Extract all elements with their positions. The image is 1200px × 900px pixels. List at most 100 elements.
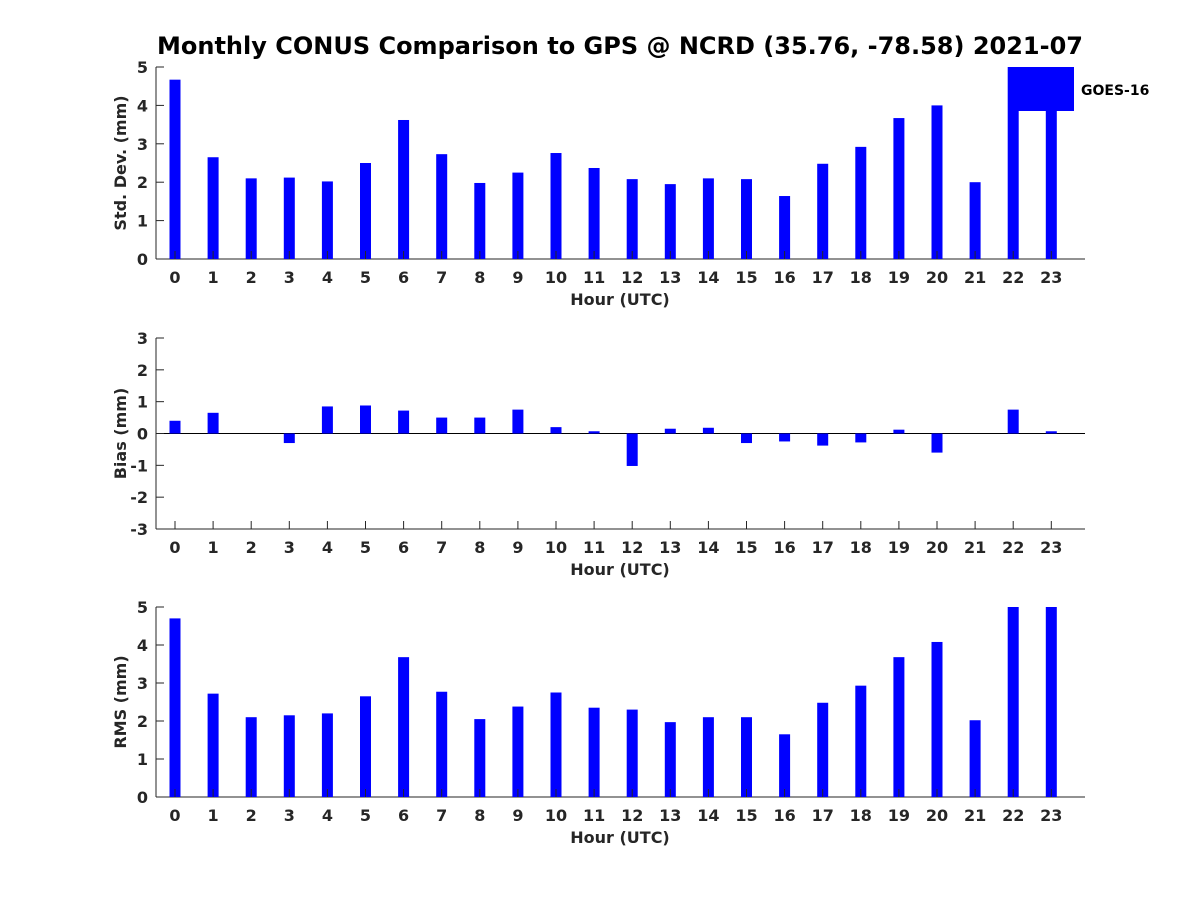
bar bbox=[817, 702, 829, 797]
bar bbox=[207, 693, 219, 797]
x-tick-label: 18 bbox=[850, 806, 872, 825]
bar bbox=[207, 157, 219, 259]
x-tick-label: 8 bbox=[474, 806, 485, 825]
bar bbox=[893, 657, 905, 797]
x-tick-label: 23 bbox=[1040, 806, 1062, 825]
bar bbox=[550, 153, 562, 259]
x-tick-label: 23 bbox=[1040, 268, 1062, 287]
bar bbox=[855, 146, 867, 259]
bar bbox=[969, 720, 981, 797]
bar bbox=[474, 182, 486, 259]
bar bbox=[931, 641, 943, 797]
y-axis-label: Std. Dev. (mm) bbox=[111, 95, 130, 230]
bar bbox=[817, 163, 829, 259]
x-tick-label: 20 bbox=[926, 806, 948, 825]
x-tick-label: 15 bbox=[735, 538, 757, 557]
bar bbox=[855, 433, 867, 443]
y-axis-label: Bias (mm) bbox=[111, 388, 130, 480]
x-tick-label: 11 bbox=[583, 806, 605, 825]
bar bbox=[321, 713, 333, 797]
x-tick-label: 6 bbox=[398, 538, 409, 557]
x-tick-label: 12 bbox=[621, 806, 643, 825]
bar bbox=[779, 433, 791, 442]
x-tick-label: 1 bbox=[208, 268, 219, 287]
bar bbox=[474, 719, 486, 797]
x-axis-label: Hour (UTC) bbox=[570, 290, 670, 309]
y-tick-label: 2 bbox=[137, 712, 148, 731]
bar bbox=[550, 427, 562, 434]
x-tick-label: 22 bbox=[1002, 806, 1024, 825]
x-tick-label: 5 bbox=[360, 806, 371, 825]
bar bbox=[245, 178, 257, 259]
x-tick-label: 15 bbox=[735, 806, 757, 825]
x-tick-label: 1 bbox=[208, 538, 219, 557]
bar bbox=[1045, 607, 1057, 797]
bar bbox=[245, 717, 257, 797]
x-tick-label: 22 bbox=[1002, 268, 1024, 287]
y-tick-label: 0 bbox=[137, 250, 148, 269]
y-tick-label: 2 bbox=[137, 173, 148, 192]
x-tick-label: 19 bbox=[888, 538, 910, 557]
x-tick-label: 18 bbox=[850, 268, 872, 287]
bar bbox=[360, 163, 371, 259]
x-tick-label: 8 bbox=[474, 268, 485, 287]
y-tick-label: 1 bbox=[137, 750, 148, 769]
x-tick-label: 3 bbox=[284, 806, 295, 825]
bar bbox=[588, 167, 600, 259]
bar bbox=[398, 410, 410, 434]
x-tick-label: 16 bbox=[773, 806, 795, 825]
x-tick-label: 17 bbox=[812, 806, 834, 825]
bar bbox=[283, 177, 295, 259]
bar bbox=[1007, 607, 1019, 797]
bar bbox=[436, 691, 448, 797]
bar bbox=[550, 692, 562, 797]
bar bbox=[702, 427, 714, 434]
x-tick-label: 0 bbox=[169, 538, 180, 557]
x-tick-label: 14 bbox=[697, 268, 719, 287]
x-tick-label: 10 bbox=[545, 538, 567, 557]
bar bbox=[283, 715, 295, 797]
bar bbox=[969, 182, 981, 259]
bar bbox=[741, 433, 752, 444]
chart-title: Monthly CONUS Comparison to GPS @ NCRD (… bbox=[157, 32, 1083, 60]
bar bbox=[855, 685, 867, 797]
x-tick-label: 5 bbox=[360, 268, 371, 287]
bar bbox=[512, 706, 524, 797]
x-tick-label: 4 bbox=[322, 268, 333, 287]
bar bbox=[626, 179, 638, 259]
x-tick-label: 11 bbox=[583, 538, 605, 557]
bar bbox=[169, 79, 181, 259]
y-tick-label: 3 bbox=[137, 135, 148, 154]
x-tick-label: 16 bbox=[773, 268, 795, 287]
bar bbox=[436, 154, 448, 259]
bar bbox=[893, 429, 905, 434]
bar bbox=[474, 417, 486, 434]
bar bbox=[512, 409, 524, 434]
bar bbox=[626, 709, 638, 797]
x-tick-label: 17 bbox=[812, 268, 834, 287]
bar bbox=[1045, 431, 1057, 434]
bar bbox=[664, 722, 676, 797]
x-tick-label: 6 bbox=[398, 806, 409, 825]
x-tick-label: 19 bbox=[888, 268, 910, 287]
bar bbox=[931, 105, 943, 260]
y-tick-label: 3 bbox=[137, 329, 148, 348]
y-tick-label: 2 bbox=[137, 361, 148, 380]
bar bbox=[1045, 67, 1057, 259]
x-tick-label: 23 bbox=[1040, 538, 1062, 557]
x-tick-label: 7 bbox=[436, 268, 447, 287]
bar bbox=[169, 618, 181, 797]
bar bbox=[360, 405, 371, 434]
bar bbox=[702, 717, 714, 797]
x-tick-label: 14 bbox=[697, 538, 719, 557]
x-tick-label: 21 bbox=[964, 806, 986, 825]
x-tick-label: 0 bbox=[169, 268, 180, 287]
x-tick-label: 0 bbox=[169, 806, 180, 825]
x-tick-label: 7 bbox=[436, 806, 447, 825]
x-tick-label: 21 bbox=[964, 268, 986, 287]
x-tick-label: 3 bbox=[284, 268, 295, 287]
bar bbox=[512, 172, 524, 259]
